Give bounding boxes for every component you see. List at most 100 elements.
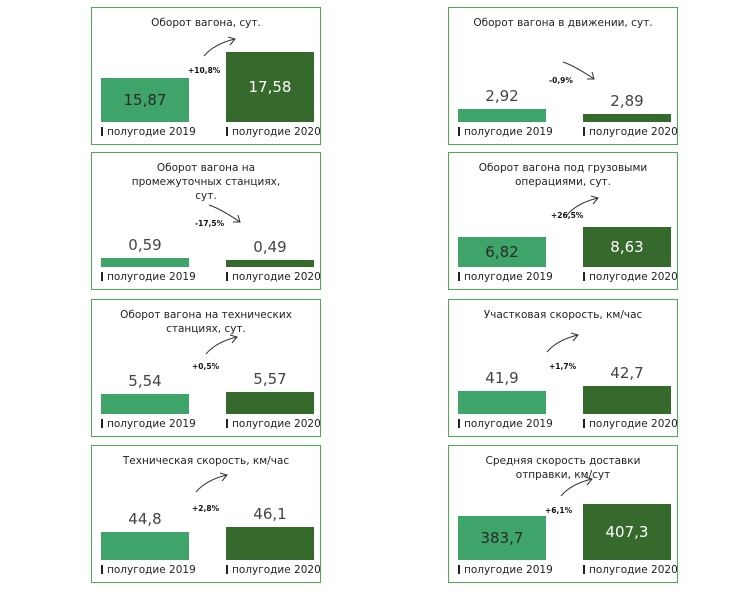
category-text: полугодие 2020 [589,564,678,576]
change-label: +1,7% [549,362,577,371]
tick-mark [101,565,103,574]
category-label: полугодие 2020 [583,418,678,430]
category-label: полугодие 2020 [583,126,678,138]
category-text: полугодие 2020 [589,418,678,430]
chart-card: Средняя скорость доставки отправки, км/с… [448,445,678,583]
tick-mark [458,565,460,574]
tick-mark [458,419,460,428]
data-label: 407,3 [605,523,649,541]
tick-mark [226,127,228,136]
data-label: 44,8 [128,510,162,528]
tick-mark [583,127,585,136]
category-text: полугодие 2019 [107,271,196,283]
tick-mark [583,419,585,428]
bar-2020 [226,527,314,560]
category-text: полугодие 2019 [464,564,553,576]
change-label: +0,5% [192,362,220,371]
category-label: полугодие 2020 [583,271,678,283]
bar-2020 [583,227,671,267]
category-label: полугодие 2019 [101,418,196,430]
tick-mark [226,565,228,574]
bar-2020 [583,386,671,414]
data-label: 17,58 [248,78,292,96]
tick-mark [101,272,103,281]
chart-title: Оборот вагона, сут. [151,17,261,29]
tick-mark [458,272,460,281]
data-label: 0,59 [128,236,162,254]
category-label: полугодие 2020 [226,418,321,430]
category-label: полугодие 2019 [458,126,553,138]
bar-2019 [101,78,189,122]
category-text: полугодие 2020 [232,564,321,576]
chart-title: Техническая скорость, км/час [122,455,290,467]
data-label: 383,7 [480,529,524,547]
category-label: полугодие 2019 [101,126,196,138]
bar-2020 [583,504,671,560]
bar-2019 [458,391,546,414]
chart-card: Участковая скорость, км/час 41,9 полугодие… [448,299,678,437]
category-label: полугодие 2019 [101,271,196,283]
data-label: 41,9 [485,369,519,387]
chart-card: Оборот вагона под грузовыми операциями, … [448,152,678,290]
tick-mark [101,419,103,428]
chart-title: Оборот вагона на технических станциях, с… [120,309,292,335]
category-text: полугодие 2020 [589,271,678,283]
category-text: полугодие 2019 [464,418,553,430]
data-label: 46,1 [253,505,287,523]
arrow-up-right-icon [546,332,579,353]
bar-2020 [226,260,314,267]
chart-card: Оборот вагона, сут. 15,87 полугодие 2019 17… [91,7,321,145]
arrow-up-right-icon [566,195,599,216]
bar-2019 [458,237,546,267]
category-text: полугодие 2020 [232,271,321,283]
change-label: +26,5% [551,211,584,220]
change-label: +6,1% [545,506,573,515]
arrow-up-right-icon [203,36,236,57]
category-text: полугодие 2020 [232,418,321,430]
change-label: -17,5% [195,219,225,228]
arrow-down-right-icon [562,61,595,80]
bar-2020 [226,392,314,414]
bar-2019 [458,109,546,122]
arrow-up-right-icon [560,476,593,497]
data-label: 8,63 [610,238,644,256]
tick-mark [458,127,460,136]
arrow-up-right-icon [195,472,228,493]
arrow-down-right-icon [208,204,241,223]
category-label: полугодие 2019 [101,564,196,576]
change-label: +10,8% [188,66,221,75]
category-label: полугодие 2020 [226,126,321,138]
tick-mark [226,272,228,281]
category-text: полугодие 2019 [464,126,553,138]
category-text: полугодие 2019 [464,271,553,283]
tick-mark [583,565,585,574]
data-label: 0,49 [253,238,287,256]
tick-mark [583,272,585,281]
category-label: полугодие 2020 [226,271,321,283]
chart-title: Участковая скорость, км/час [483,309,643,321]
chart-title: Оборот вагона на промежуточных станциях,… [131,162,281,202]
data-label: 5,57 [253,370,287,388]
category-text: полугодие 2019 [107,126,196,138]
category-label: полугодие 2019 [458,271,553,283]
bar-2019 [101,532,189,560]
data-label: 2,92 [485,87,519,105]
category-label: полугодие 2020 [226,564,321,576]
bar-2020 [226,52,314,122]
bar-2019 [458,516,546,560]
tick-mark [226,419,228,428]
data-label: 15,87 [123,91,167,109]
category-text: полугодие 2020 [232,126,321,138]
bar-2019 [101,394,189,414]
tick-mark [101,127,103,136]
chart-card: Оборот вагона в движении, сут. 2,92 полуго… [448,7,678,145]
bar-2020 [583,114,671,122]
data-label: 6,82 [485,243,519,261]
category-text: полугодие 2019 [107,564,196,576]
data-label: 2,89 [610,92,644,110]
chart-title: Оборот вагона под грузовыми операциями, … [478,162,648,188]
chart-card: Техническая скорость, км/час 44,8 полугоди… [91,445,321,583]
arrow-up-right-icon [205,334,238,355]
chart-title: Средняя скорость доставки отправки, км/с… [485,455,641,481]
category-label: полугодие 2019 [458,418,553,430]
